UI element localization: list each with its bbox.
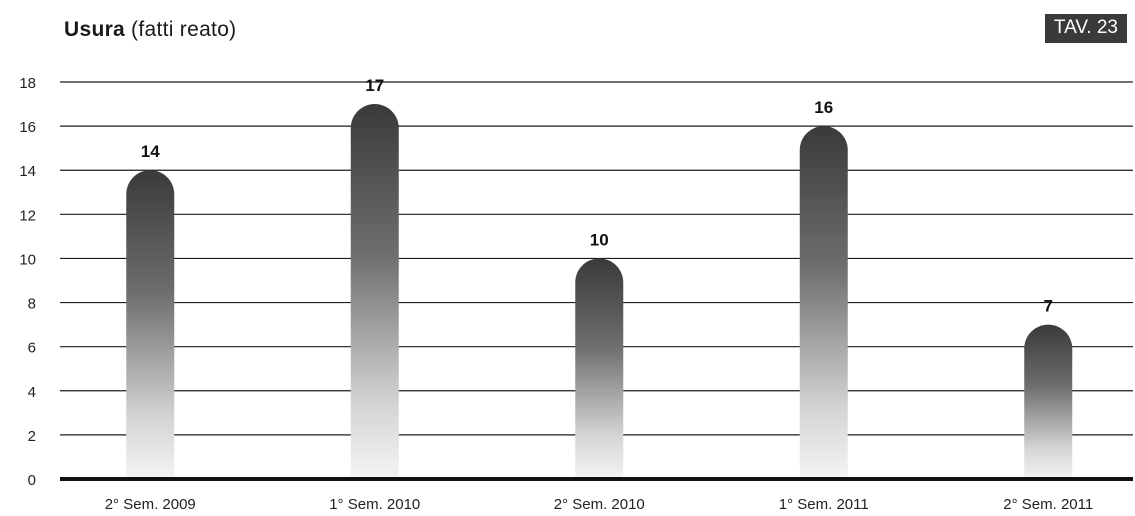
y-tick-label: 0 (28, 472, 36, 489)
x-tick-label: 1° Sem. 2011 (779, 496, 869, 513)
bar (126, 170, 175, 479)
y-tick-label: 18 (19, 75, 36, 92)
y-tick-label: 4 (28, 384, 36, 401)
x-tick-label: 2° Sem. 2009 (105, 496, 196, 513)
table-number-badge: TAV. 23 (1044, 14, 1127, 43)
y-tick-label: 14 (19, 163, 36, 180)
chart-title-main: Usura (64, 18, 126, 41)
y-axis-ticks: 0 2 4 6 8 10 12 14 16 18 (19, 75, 36, 489)
data-label: 16 (814, 98, 833, 117)
y-tick-label: 10 (19, 251, 36, 268)
chart-title-sub: (fatti reato) (131, 18, 237, 41)
bar (350, 104, 399, 479)
chart-title: Usura (fatti reato) (64, 18, 236, 42)
bar (1024, 324, 1073, 479)
y-tick-label: 8 (28, 296, 36, 313)
data-label: 14 (141, 142, 160, 161)
data-label: 17 (365, 76, 384, 95)
y-tick-label: 16 (19, 119, 36, 136)
y-tick-label: 12 (19, 207, 36, 224)
x-axis-ticks: 2° Sem. 2009 1° Sem. 2010 2° Sem. 2010 1° S… (105, 496, 1094, 513)
data-label: 7 (1044, 297, 1053, 316)
y-tick-label: 2 (28, 428, 36, 445)
x-tick-label: 2° Sem. 2011 (1003, 496, 1093, 513)
x-tick-label: 1° Sem. 2010 (329, 496, 420, 513)
grid-lines (60, 81, 1133, 436)
data-labels: 14 17 10 16 7 (141, 76, 1053, 316)
bar (575, 258, 624, 479)
bars (126, 104, 1073, 480)
data-label: 10 (590, 230, 609, 249)
y-tick-label: 6 (28, 340, 36, 357)
x-tick-label: 2° Sem. 2010 (554, 496, 645, 513)
bar (799, 126, 848, 480)
